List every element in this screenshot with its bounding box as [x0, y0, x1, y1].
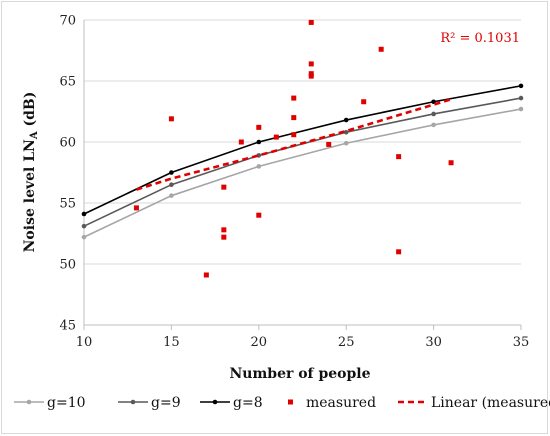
legend-marker-g-8: [212, 399, 218, 405]
measured-point-3: [221, 184, 227, 190]
legend-item-linear-measured: Linear (measured): [398, 395, 550, 411]
point-g-9-5: [518, 95, 524, 101]
measured-point-10: [291, 95, 297, 101]
measured-point-13: [308, 19, 314, 25]
point-g-8-3: [343, 117, 349, 123]
series-line-g-10: [83, 108, 522, 238]
measured-point-11: [291, 115, 297, 121]
point-g-8-1: [169, 170, 174, 175]
measured-point-22: [448, 160, 454, 166]
point-g-10-4: [431, 122, 436, 128]
measured-point-2: [203, 272, 209, 278]
point-g-8-0: [81, 211, 87, 217]
point-g-9-3: [343, 129, 349, 135]
measured-point-14: [308, 61, 314, 67]
series-lines: [81, 83, 524, 240]
y-axis-title-sub: A: [29, 131, 40, 140]
measured-point-8: [256, 212, 262, 218]
measured-point-0: [133, 205, 139, 211]
measured-point-18: [361, 99, 367, 105]
point-g-9-1: [169, 182, 174, 187]
y-tick-65: 65: [59, 75, 76, 90]
point-g-10-0: [81, 234, 87, 240]
measured-point-19: [378, 46, 384, 52]
legend-swatch-measured: [288, 399, 293, 405]
series-line-linear-measured: [136, 98, 452, 191]
measured-point-16: [308, 73, 314, 79]
measured-point-6: [238, 139, 244, 145]
x-tick-25: 25: [338, 335, 355, 350]
x-tick-labels: 10 15 20 25 30 35: [76, 325, 530, 350]
legend-item-measured: measured: [288, 395, 376, 411]
measured-point-4: [221, 227, 227, 233]
y-axis-title-tail: (dB): [22, 92, 38, 132]
legend: g=10 g=9 g=8 measured Linear (measured): [14, 395, 550, 411]
y-axis-title-main: Noise level LN: [22, 139, 38, 252]
y-tick-50: 50: [59, 258, 76, 273]
legend-label-g-8: g=8: [233, 395, 263, 411]
measured-point-9: [273, 134, 279, 140]
point-g-9-0: [81, 223, 87, 229]
x-tick-20: 20: [251, 335, 268, 350]
x-tick-30: 30: [425, 335, 442, 350]
measured-points: [133, 19, 454, 278]
y-tick-70: 70: [59, 14, 76, 29]
measured-point-7: [256, 124, 262, 130]
measured-point-12: [291, 132, 297, 138]
measured-point-1: [168, 116, 174, 122]
point-g-10-1: [169, 193, 174, 198]
axes: [83, 20, 521, 326]
legend-label-measured: measured: [306, 395, 376, 411]
measured-point-20: [396, 154, 402, 160]
point-g-9-4: [431, 111, 436, 117]
point-g-8-2: [256, 139, 262, 145]
legend-item-g-8: g=8: [200, 395, 263, 411]
r-squared-annotation: R² = 0.1031: [440, 31, 520, 46]
point-g-10-5: [518, 106, 524, 112]
legend-label-g-9: g=9: [151, 395, 181, 411]
legend-item-g-9: g=9: [118, 395, 181, 411]
y-axis-title: Noise level LNA (dB): [22, 92, 40, 253]
x-tick-35: 35: [513, 335, 530, 350]
point-g-10-3: [343, 140, 349, 146]
point-g-10-2: [256, 164, 262, 169]
y-tick-60: 60: [59, 136, 76, 151]
series-line-g-9: [83, 97, 522, 227]
legend-item-g-10: g=10: [14, 395, 86, 411]
legend-marker-g-9: [130, 399, 136, 405]
measured-point-5: [221, 234, 227, 240]
legend-marker-g-10: [26, 399, 32, 405]
y-tick-45: 45: [59, 319, 76, 334]
grid-lines: [84, 19, 521, 326]
measured-point-17: [326, 141, 332, 147]
x-tick-15: 15: [163, 335, 180, 350]
legend-label-linear-measured: Linear (measured): [431, 395, 550, 411]
measured-point-21: [396, 249, 402, 255]
y-tick-labels: 45 50 55 60 65 70: [59, 14, 76, 334]
trend-line: [136, 98, 452, 191]
x-tick-10: 10: [76, 335, 93, 350]
legend-label-g-10: g=10: [47, 395, 86, 411]
x-axis-title: Number of people: [229, 366, 370, 382]
y-tick-55: 55: [59, 197, 76, 212]
point-g-8-5: [518, 83, 524, 89]
